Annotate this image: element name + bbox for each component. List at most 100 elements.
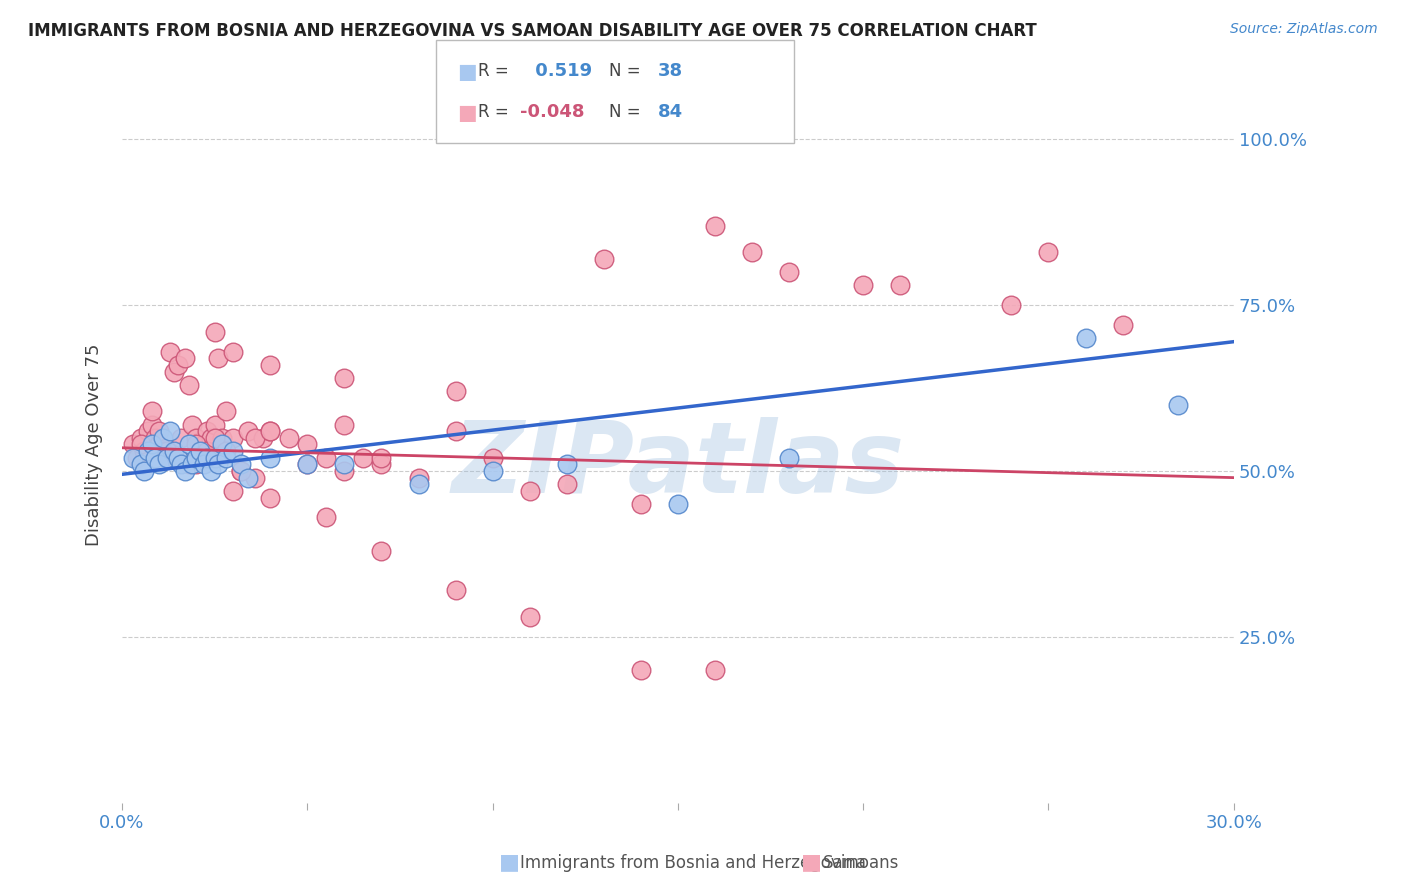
Point — [155, 450, 177, 465]
Point — [259, 424, 281, 438]
Point — [555, 458, 578, 472]
Point — [186, 437, 208, 451]
Point — [200, 431, 222, 445]
Text: 84: 84 — [658, 103, 683, 120]
Point — [630, 497, 652, 511]
Point — [136, 424, 159, 438]
Point — [163, 365, 186, 379]
Point — [193, 437, 215, 451]
Point — [129, 458, 152, 472]
Point — [236, 424, 259, 438]
Point — [207, 458, 229, 472]
Point — [166, 358, 188, 372]
Point — [778, 265, 800, 279]
Point — [170, 458, 193, 472]
Point — [186, 458, 208, 472]
Point — [444, 424, 467, 438]
Point — [370, 458, 392, 472]
Point — [136, 444, 159, 458]
Point — [186, 450, 208, 465]
Point — [666, 497, 689, 511]
Point — [1000, 298, 1022, 312]
Point — [1111, 318, 1133, 332]
Point — [170, 431, 193, 445]
Text: N =: N = — [609, 103, 640, 120]
Point — [1167, 398, 1189, 412]
Point — [222, 431, 245, 445]
Point — [852, 278, 875, 293]
Point — [188, 444, 211, 458]
Text: 38: 38 — [658, 62, 683, 80]
Point — [333, 371, 356, 385]
Point — [174, 464, 197, 478]
Point — [177, 437, 200, 451]
Point — [155, 450, 177, 465]
Point — [229, 464, 252, 478]
Point — [297, 458, 319, 472]
Point — [315, 450, 337, 465]
Text: N =: N = — [609, 62, 640, 80]
Point — [163, 444, 186, 458]
Point — [229, 458, 252, 472]
Point — [778, 450, 800, 465]
Point — [592, 252, 614, 266]
Point — [215, 444, 238, 458]
Point — [252, 431, 274, 445]
Point — [370, 450, 392, 465]
Point — [200, 464, 222, 478]
Text: ■: ■ — [457, 103, 477, 122]
Point — [741, 245, 763, 260]
Point — [408, 470, 430, 484]
Point — [122, 437, 145, 451]
Text: 0.519: 0.519 — [529, 62, 592, 80]
Point — [148, 437, 170, 451]
Point — [704, 663, 727, 677]
Point — [177, 458, 200, 472]
Point — [204, 325, 226, 339]
Point — [122, 450, 145, 465]
Y-axis label: Disability Age Over 75: Disability Age Over 75 — [86, 343, 103, 546]
Point — [195, 424, 218, 438]
Point — [333, 464, 356, 478]
Point — [408, 477, 430, 491]
Point — [297, 458, 319, 472]
Text: ■: ■ — [457, 62, 477, 82]
Point — [555, 477, 578, 491]
Text: Source: ZipAtlas.com: Source: ZipAtlas.com — [1230, 22, 1378, 37]
Point — [148, 458, 170, 472]
Point — [222, 344, 245, 359]
Point — [704, 219, 727, 233]
Point — [630, 663, 652, 677]
Point — [211, 437, 233, 451]
Point — [159, 344, 181, 359]
Point — [333, 458, 356, 472]
Point — [177, 377, 200, 392]
Point — [125, 450, 148, 465]
Point — [519, 610, 541, 624]
Point — [204, 431, 226, 445]
Point — [245, 470, 267, 484]
Text: Immigrants from Bosnia and Herzegovina: Immigrants from Bosnia and Herzegovina — [520, 855, 866, 872]
Point — [259, 358, 281, 372]
Point — [145, 450, 167, 465]
Point — [159, 424, 181, 438]
Point — [174, 351, 197, 366]
Point — [297, 437, 319, 451]
Point — [1074, 331, 1097, 345]
Point — [245, 431, 267, 445]
Point — [889, 278, 911, 293]
Point — [141, 404, 163, 418]
Point — [259, 450, 281, 465]
Point — [129, 437, 152, 451]
Point — [315, 510, 337, 524]
Point — [181, 417, 204, 432]
Point — [186, 431, 208, 445]
Point — [370, 543, 392, 558]
Point — [277, 431, 299, 445]
Point — [1038, 245, 1060, 260]
Point — [188, 444, 211, 458]
Point — [333, 417, 356, 432]
Text: R =: R = — [478, 103, 509, 120]
Point — [195, 444, 218, 458]
Text: Samoans: Samoans — [823, 855, 898, 872]
